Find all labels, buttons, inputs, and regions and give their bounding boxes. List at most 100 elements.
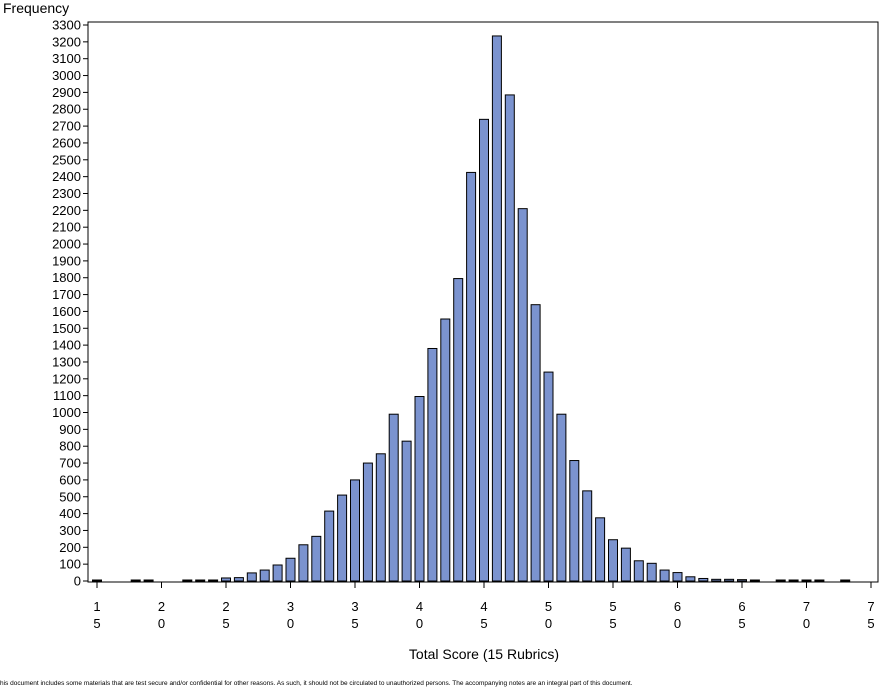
bar xyxy=(840,579,851,582)
bar xyxy=(517,208,528,582)
y-tick-label: 1600 xyxy=(52,304,81,319)
y-tick-label: 2700 xyxy=(52,119,81,134)
x-tick-label-top: 5 xyxy=(609,599,616,614)
bar xyxy=(130,579,141,582)
x-tick-label-bottom: 5 xyxy=(609,616,616,631)
x-tick-label-top: 2 xyxy=(222,599,229,614)
bar xyxy=(646,562,657,582)
x-tick-label-top: 6 xyxy=(674,599,681,614)
bar xyxy=(620,547,631,582)
bar xyxy=(569,460,580,582)
x-tick-label-bottom: 5 xyxy=(351,616,358,631)
x-tick-label-bottom: 5 xyxy=(222,616,229,631)
y-tick-label: 1900 xyxy=(52,253,81,268)
y-tick-label: 1200 xyxy=(52,371,81,386)
bar xyxy=(350,479,360,582)
bar xyxy=(685,576,696,582)
x-tick-label-bottom: 0 xyxy=(287,616,294,631)
x-tick-label-bottom: 0 xyxy=(803,616,810,631)
x-tick-label-bottom: 0 xyxy=(416,616,423,631)
y-tick-label: 700 xyxy=(59,456,81,471)
bar xyxy=(311,535,322,582)
y-tick-label: 1000 xyxy=(52,405,81,420)
x-tick-label-top: 2 xyxy=(158,599,165,614)
bar xyxy=(233,577,244,582)
bar xyxy=(711,578,722,582)
x-tick-label-top: 1 xyxy=(93,599,100,614)
x-tick-label-bottom: 5 xyxy=(738,616,745,631)
bar xyxy=(259,569,270,582)
bar xyxy=(814,579,825,582)
y-tick-label: 1100 xyxy=(53,388,81,403)
x-tick-label-top: 7 xyxy=(867,599,874,614)
bar xyxy=(543,371,554,582)
bar xyxy=(530,304,541,582)
y-tick-label: 2600 xyxy=(52,135,81,150)
x-tick-label-top: 5 xyxy=(545,599,552,614)
y-tick-label: 300 xyxy=(59,523,81,538)
x-tick-label-bottom: 0 xyxy=(158,616,165,631)
bars-group xyxy=(92,35,851,582)
bar xyxy=(143,579,154,582)
bar xyxy=(504,94,515,582)
bar xyxy=(775,579,786,582)
bar xyxy=(221,577,231,582)
bar xyxy=(440,318,451,582)
y-tick-label: 2000 xyxy=(52,237,81,252)
bar xyxy=(208,579,219,582)
y-tick-label: 2800 xyxy=(52,102,81,117)
x-tick-label-top: 4 xyxy=(416,599,423,614)
y-tick-label: 1300 xyxy=(52,354,81,369)
x-tick-label-bottom: 5 xyxy=(480,616,487,631)
x-tick-label-bottom: 0 xyxy=(674,616,681,631)
x-axis-ticks: 1 5 2 0 2 5 3 0 3 5 4 0 4 5 5 0 5 5 6 0 6 5 7 0 7 5 xyxy=(93,582,875,631)
bar xyxy=(414,396,425,582)
y-tick-label: 3000 xyxy=(52,68,81,83)
y-tick-label: 3300 xyxy=(52,18,81,33)
y-tick-label: 2400 xyxy=(52,169,81,184)
bar xyxy=(556,413,567,582)
bar xyxy=(737,579,747,582)
x-tick-label-top: 7 xyxy=(803,599,810,614)
bar xyxy=(582,490,593,582)
plot-frame xyxy=(87,21,879,583)
y-tick-label: 400 xyxy=(59,506,81,521)
bar xyxy=(466,171,477,582)
bar xyxy=(182,579,193,582)
bar xyxy=(298,544,309,582)
y-tick-label: 2200 xyxy=(52,203,81,218)
bar xyxy=(749,579,760,582)
bar xyxy=(337,494,348,582)
x-tick-label-top: 6 xyxy=(738,599,745,614)
bar xyxy=(427,347,438,582)
bar xyxy=(272,564,283,582)
bar xyxy=(724,578,735,582)
bar xyxy=(595,517,606,582)
y-tick-label: 1400 xyxy=(52,338,81,353)
y-tick-label: 2300 xyxy=(52,186,81,201)
bar xyxy=(388,413,399,582)
bar xyxy=(285,557,296,582)
bar xyxy=(479,118,489,582)
x-tick-label-bottom: 5 xyxy=(93,616,100,631)
bar xyxy=(324,510,335,582)
x-tick-label-top: 3 xyxy=(287,599,294,614)
y-tick-label: 1500 xyxy=(52,321,81,336)
bar xyxy=(401,440,412,582)
bar xyxy=(608,539,618,582)
bar xyxy=(453,278,464,582)
y-tick-label: 100 xyxy=(59,557,81,572)
y-tick-label: 2100 xyxy=(52,220,81,235)
bar xyxy=(362,462,373,582)
y-tick-label: 3200 xyxy=(52,34,81,49)
bar xyxy=(375,453,386,582)
x-tick-label-bottom: 0 xyxy=(545,616,552,631)
bar xyxy=(659,569,670,582)
y-tick-label: 1800 xyxy=(52,270,81,285)
x-tick-label-bottom: 5 xyxy=(867,616,874,631)
y-tick-label: 200 xyxy=(59,540,81,555)
y-tick-label: 3100 xyxy=(52,51,81,66)
confidentiality-footer: his document includes some materials tha… xyxy=(0,680,633,687)
